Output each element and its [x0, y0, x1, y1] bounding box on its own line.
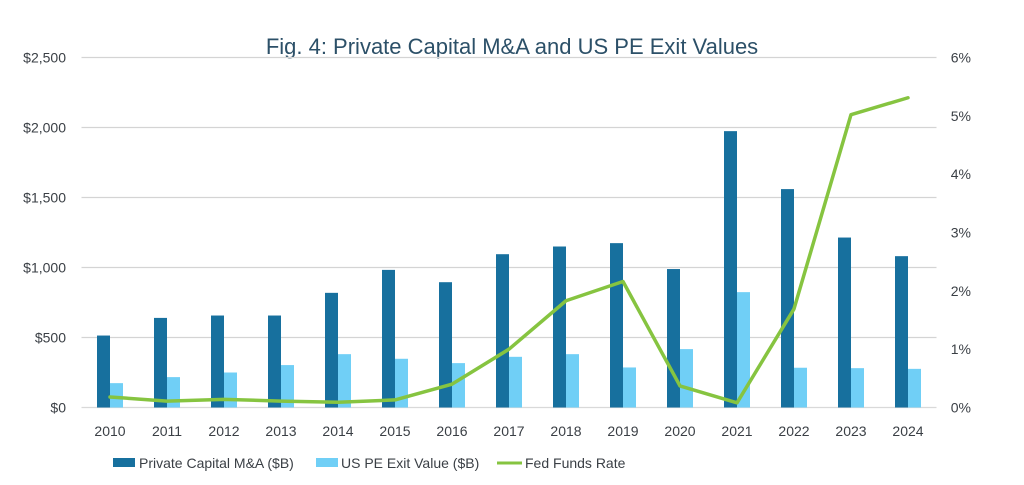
- bar-private-capital-2019: [610, 243, 623, 408]
- bar-private-capital-2014: [325, 292, 338, 408]
- bar-pe-exit-2018: [566, 354, 579, 408]
- bar-private-capital-2010: [97, 335, 110, 408]
- x-tick-label: 2011: [152, 423, 182, 439]
- bar-pe-exit-2022: [794, 367, 807, 408]
- legend-swatch-pe-exit: [316, 458, 338, 467]
- bar-private-capital-2015: [382, 269, 395, 408]
- right-tick-label: 4%: [951, 166, 971, 182]
- bar-private-capital-2018: [553, 246, 566, 408]
- bar-private-capital-2017: [496, 254, 509, 408]
- bar-pe-exit-2023: [851, 368, 864, 408]
- bar-pe-exit-2015: [395, 358, 408, 408]
- bar-private-capital-2024: [895, 256, 908, 408]
- right-tick-label: 0%: [951, 400, 971, 416]
- x-tick-label: 2015: [379, 423, 410, 439]
- x-tick-label: 2018: [550, 423, 581, 439]
- x-axis: 2010 2011 2012 2013 2014 2015 2016 2017 2018 2019…: [94, 423, 923, 439]
- bar-pe-exit-2024: [908, 368, 921, 408]
- left-axis: $0 $500 $1,000 $1,500 $2,000 $2,500: [23, 50, 66, 416]
- x-tick-label: 2019: [607, 423, 638, 439]
- x-tick-label: 2016: [436, 423, 467, 439]
- bar-pe-exit-2016: [452, 363, 465, 408]
- right-tick-label: 6%: [951, 50, 971, 66]
- x-tick-label: 2014: [322, 423, 353, 439]
- left-tick-label: $0: [50, 400, 66, 416]
- left-tick-label: $500: [35, 330, 66, 346]
- x-tick-label: 2010: [94, 423, 125, 439]
- bar-pe-exit-2019: [623, 367, 636, 408]
- bar-pe-exit-2013: [281, 365, 294, 408]
- bar-private-capital-2013: [268, 315, 281, 408]
- legend-label-fed-funds: Fed Funds Rate: [525, 455, 626, 471]
- x-tick-label: 2017: [493, 423, 524, 439]
- bar-private-capital-2016: [439, 282, 452, 408]
- left-tick-label: $1,000: [23, 260, 66, 276]
- bar-private-capital-2011: [154, 317, 167, 408]
- right-tick-label: 1%: [951, 341, 971, 357]
- x-tick-label: 2024: [892, 423, 923, 439]
- left-tick-label: $2,000: [23, 120, 66, 136]
- x-tick-label: 2022: [778, 423, 809, 439]
- right-tick-label: 3%: [951, 225, 971, 241]
- bar-pe-exit-2017: [509, 356, 522, 408]
- bar-pe-exit-2012: [224, 372, 237, 408]
- bar-private-capital-2020: [667, 269, 680, 408]
- bars: [97, 131, 921, 408]
- right-tick-label: 5%: [951, 108, 971, 124]
- bar-private-capital-2023: [838, 237, 851, 408]
- legend: Private Capital M&A ($B) US PE Exit Valu…: [113, 455, 626, 471]
- legend-label-private-capital: Private Capital M&A ($B): [139, 455, 294, 471]
- bar-pe-exit-2010: [110, 383, 123, 408]
- bar-pe-exit-2011: [167, 377, 180, 408]
- bar-private-capital-2012: [211, 315, 224, 408]
- x-tick-label: 2020: [664, 423, 695, 439]
- bar-private-capital-2021: [724, 131, 737, 408]
- legend-swatch-private-capital: [113, 458, 135, 467]
- right-tick-label: 2%: [951, 283, 971, 299]
- legend-label-pe-exit: US PE Exit Value ($B): [341, 455, 479, 471]
- bar-pe-exit-2021: [737, 292, 750, 408]
- x-tick-label: 2012: [208, 423, 239, 439]
- left-tick-label: $2,500: [23, 50, 66, 66]
- bar-pe-exit-2020: [680, 349, 693, 408]
- left-tick-label: $1,500: [23, 190, 66, 206]
- x-tick-label: 2023: [835, 423, 866, 439]
- right-axis: 0% 1% 2% 3% 4% 5% 6%: [951, 50, 971, 416]
- chart-title: Fig. 4: Private Capital M&A and US PE Ex…: [266, 34, 758, 59]
- bar-private-capital-2022: [781, 189, 794, 408]
- bar-pe-exit-2014: [338, 354, 351, 408]
- x-tick-label: 2021: [721, 423, 752, 439]
- x-tick-label: 2013: [265, 423, 296, 439]
- fed-funds-line: [108, 96, 910, 405]
